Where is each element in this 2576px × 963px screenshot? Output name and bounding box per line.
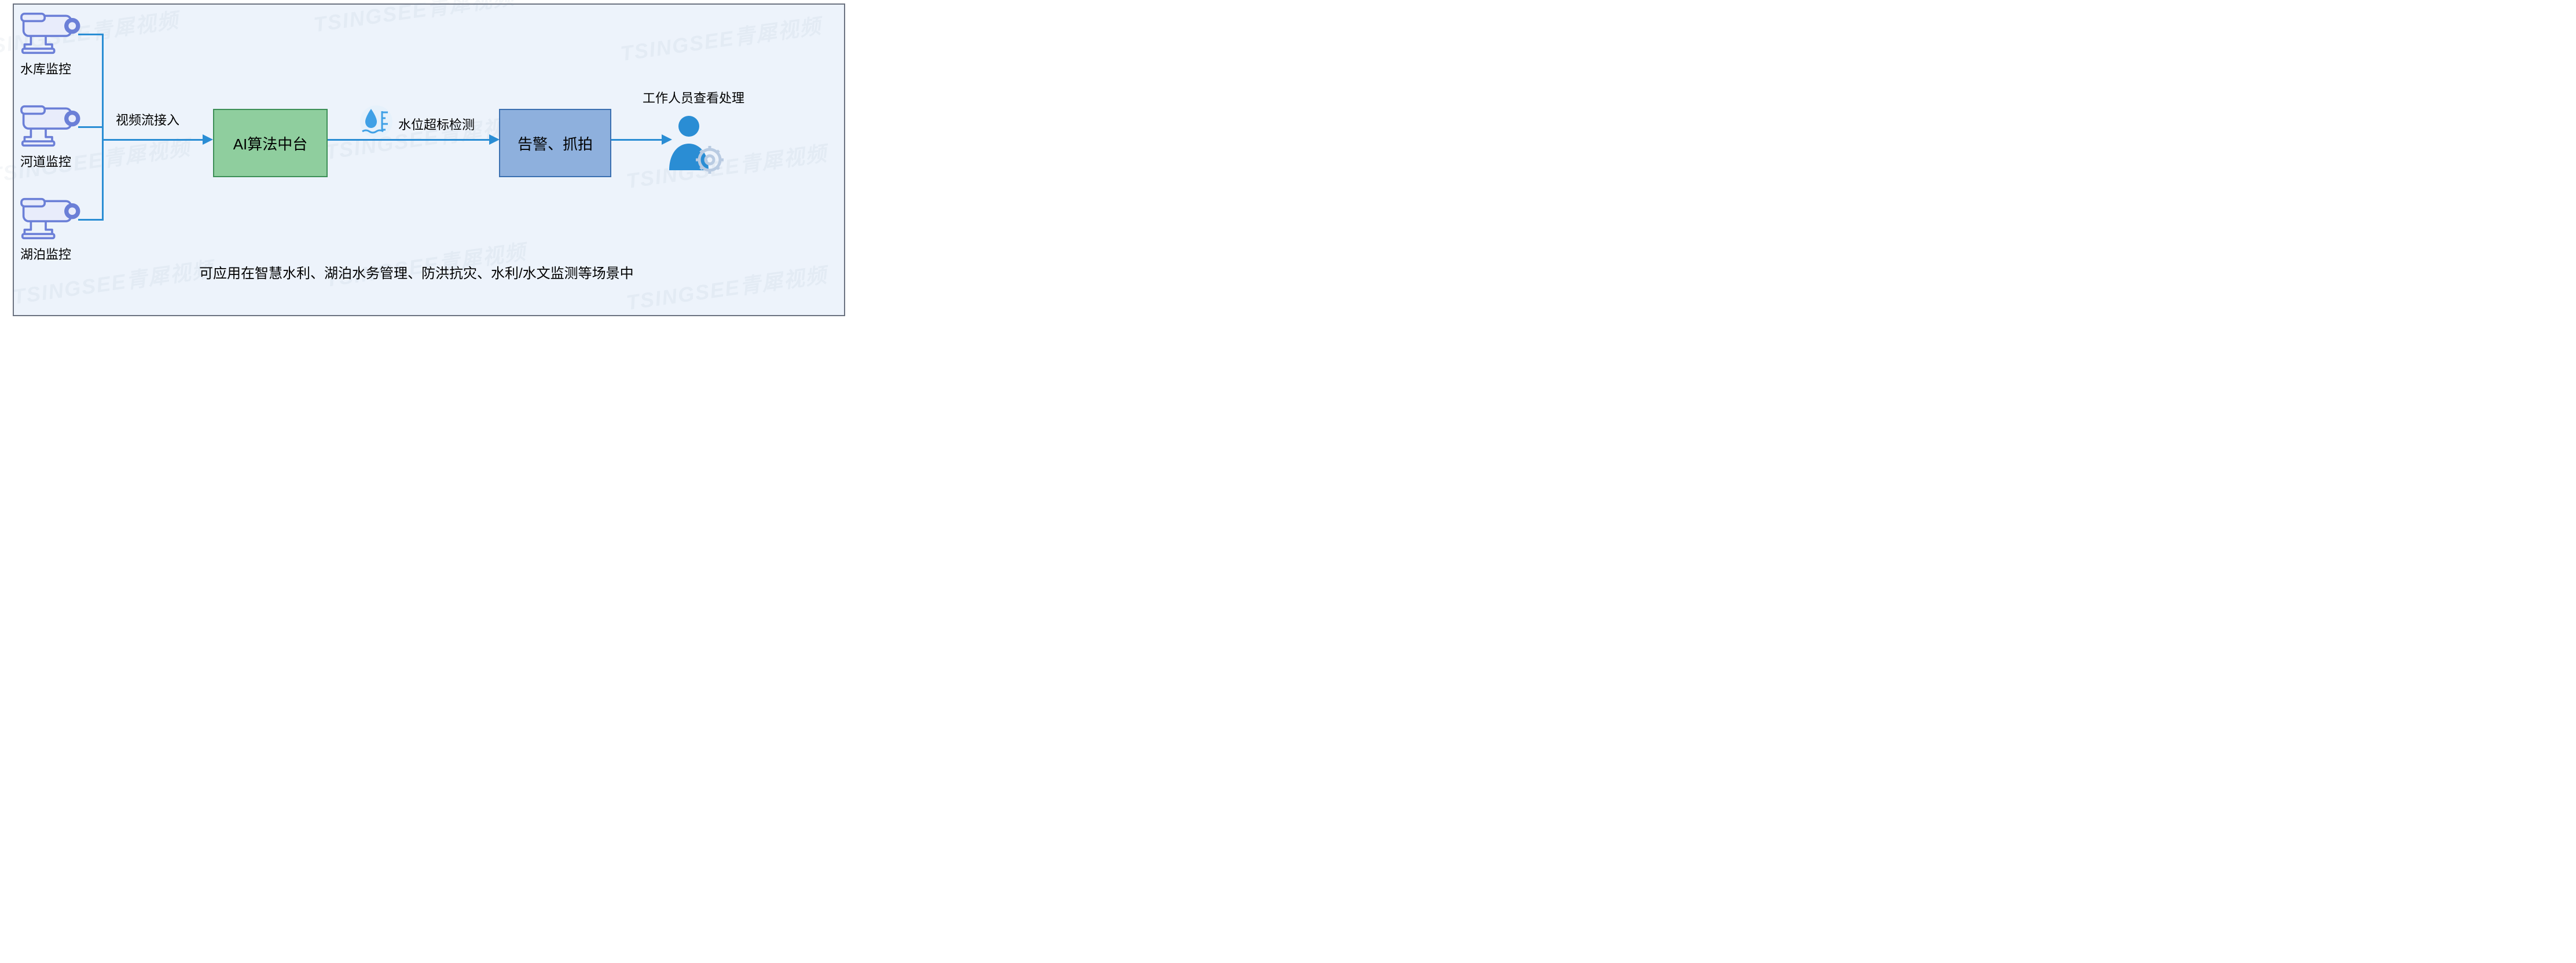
person-icon (659, 110, 728, 174)
alarm-label: 告警、抓拍 (518, 133, 593, 154)
ai-platform-label: AI算法中台 (233, 133, 308, 154)
label-level-detect: 水位超标检测 (398, 115, 475, 133)
connector-mid (327, 139, 489, 141)
camera-label: 河道监控 (20, 152, 96, 170)
arrow-to-ai (203, 134, 213, 145)
connector-h3 (78, 219, 104, 221)
camera-item: 水库监控 (20, 12, 96, 78)
connector-h2 (78, 126, 104, 128)
ai-platform-box: AI算法中台 (213, 109, 328, 177)
camera-item: 湖泊监控 (20, 197, 96, 263)
label-video-in: 视频流接入 (116, 110, 179, 129)
caption-text: 可应用在智慧水利、湖泊水务管理、防洪抗灾、水利/水文监测等场景中 (199, 262, 634, 282)
camera-label: 水库监控 (20, 59, 96, 78)
diagram-canvas: TSINGSEE青犀视频TSINGSEE青犀视频TSINGSEE青犀视频TSIN… (0, 0, 858, 321)
alarm-box: 告警、抓拍 (499, 109, 611, 177)
connector-main (102, 139, 203, 141)
arrow-to-alarm (489, 134, 500, 145)
water-level-icon (359, 104, 394, 139)
camera-label: 湖泊监控 (20, 244, 96, 263)
staff-block: 工作人员查看处理 (643, 88, 744, 177)
connector-h1 (78, 34, 104, 35)
staff-label: 工作人员查看处理 (643, 88, 744, 107)
camera-item: 河道监控 (20, 104, 96, 170)
